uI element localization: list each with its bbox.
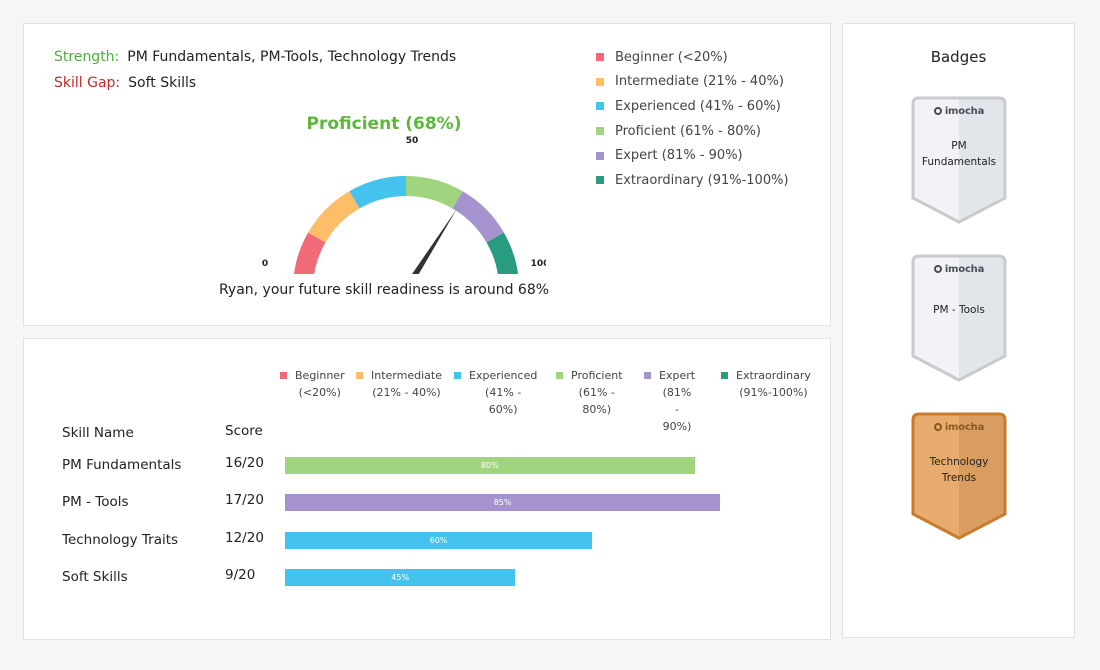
legend-swatch: [356, 372, 363, 379]
legend-label: Intermediate (21% - 40%): [615, 74, 784, 90]
skill-gap-line: Skill Gap: Soft Skills: [54, 75, 196, 91]
legend-swatch: [596, 151, 604, 160]
legend-label: Expert (81% - 90%): [659, 369, 696, 433]
legend-label: Experienced (41% - 60%): [469, 369, 538, 416]
legend-item: Extraordinary (91%-100%): [596, 168, 789, 193]
strength-label: Strength:: [54, 49, 120, 65]
gauge-segment: [308, 191, 360, 243]
skill-name: PM Fundamentals: [62, 457, 182, 473]
skill-bar: 45%: [285, 569, 516, 586]
badge-shield-icon: [911, 254, 1007, 382]
imocha-logo-icon: [933, 107, 942, 115]
skill-name-header: Skill Name: [62, 425, 134, 441]
gauge-min-label: 0: [262, 259, 268, 269]
skill-score: 12/20: [225, 530, 264, 546]
skill-score: 17/20: [225, 492, 264, 508]
skill-name: Technology Traits: [62, 532, 179, 548]
score-header: Score: [225, 423, 263, 439]
legend-item: Expert (81% - 90%): [644, 367, 695, 435]
legend-swatch: [556, 372, 563, 379]
readiness-text: Ryan, your future skill readiness is aro…: [218, 282, 550, 298]
gauge-max-label: 100: [531, 259, 546, 269]
level-legend: Beginner (<20%) Intermediate (21% - 40%) E…: [596, 45, 789, 193]
legend-item: Proficient (61% - 80%): [596, 119, 789, 144]
legend-swatch: [596, 102, 604, 111]
legend-item: Beginner (<20%): [280, 367, 345, 401]
legend-label: Beginner (<20%): [295, 369, 345, 399]
skill-bar: 85%: [285, 494, 721, 511]
legend-item: Intermediate (21% - 40%): [356, 367, 442, 401]
imocha-logo: imocha: [911, 422, 1007, 433]
skill-gap-value: Soft Skills: [128, 75, 197, 91]
legend-item: Proficient (61% - 80%): [556, 367, 623, 418]
legend-swatch: [596, 77, 604, 86]
legend-swatch: [596, 127, 604, 136]
skill-gap-label: Skill Gap:: [54, 75, 121, 91]
legend-swatch: [596, 176, 604, 185]
badge-shield-icon: [911, 96, 1007, 224]
legend-label: Intermediate (21% - 40%): [371, 369, 442, 399]
imocha-logo: imocha: [911, 106, 1007, 117]
skill-name: PM - Tools: [62, 494, 129, 510]
legend-item: Beginner (<20%): [596, 45, 789, 70]
gauge-segment: [452, 191, 504, 243]
gauge-segment: [406, 176, 463, 209]
legend-label: Beginner (<20%): [615, 49, 728, 65]
badge-name: PM Fundamentals: [921, 140, 997, 168]
legend-item: Experienced (41% - 60%): [596, 94, 789, 119]
skill-bar: 60%: [285, 532, 593, 549]
legend-item: Intermediate (21% - 40%): [596, 70, 789, 95]
imocha-logo: imocha: [911, 264, 1007, 275]
legend-label: Proficient (61% - 80%): [571, 369, 623, 416]
skill-scores-card: Beginner (<20%) Intermediate (21% - 40%) Exp…: [23, 338, 831, 640]
imocha-logo-icon: [933, 423, 942, 431]
legend-swatch: [454, 372, 461, 379]
skill-bar: 80%: [285, 457, 695, 474]
badge-name: Technology Trends: [929, 456, 989, 484]
badge[interactable]: imocha PM Fundamentals: [911, 94, 1007, 226]
imocha-logo-icon: [933, 265, 942, 273]
gauge-segment: [349, 176, 406, 209]
skill-score: 16/20: [225, 455, 264, 471]
skill-score: 9/20: [225, 567, 256, 583]
badges-card: Badges imocha PM Fundamentals imocha PM - T…: [842, 23, 1075, 638]
legend-label: Extraordinary (91%-100%): [736, 369, 811, 399]
gauge-level-text: Proficient (68%): [307, 114, 462, 134]
skill-name: Soft Skills: [62, 569, 128, 585]
legend-swatch: [280, 372, 287, 379]
badge-name: PM - Tools: [933, 304, 985, 316]
legend-label: Experienced (41% - 60%): [615, 98, 781, 114]
legend-swatch: [721, 372, 728, 379]
skill-summary-card: Strength: PM Fundamentals, PM-Tools, Tech…: [23, 23, 831, 326]
badges-title: Badges: [930, 48, 987, 66]
badge-shield-icon: [911, 412, 1007, 540]
legend-item: Extraordinary (91%-100%): [721, 367, 811, 401]
gauge-needle: [412, 208, 457, 274]
legend-swatch: [644, 372, 651, 379]
gauge-segment: [486, 232, 518, 274]
badge[interactable]: imocha Technology Trends: [911, 410, 1007, 542]
strength-value: PM Fundamentals, PM-Tools, Technology Tr…: [127, 49, 457, 65]
legend-label: Extraordinary (91%-100%): [615, 172, 789, 188]
legend-swatch: [596, 53, 604, 62]
legend-item: Experienced (41% - 60%): [454, 367, 537, 418]
gauge-segment: [294, 232, 326, 274]
badge[interactable]: imocha PM - Tools: [911, 252, 1007, 384]
legend-item: Expert (81% - 90%): [596, 143, 789, 168]
legend-label: Expert (81% - 90%): [615, 148, 743, 164]
legend-label: Proficient (61% - 80%): [615, 123, 761, 139]
readiness-gauge: Proficient (68%) 50 0 100: [262, 114, 546, 274]
gauge-mid-label: 50: [406, 136, 419, 146]
strength-line: Strength: PM Fundamentals, PM-Tools, Tech…: [54, 49, 456, 65]
